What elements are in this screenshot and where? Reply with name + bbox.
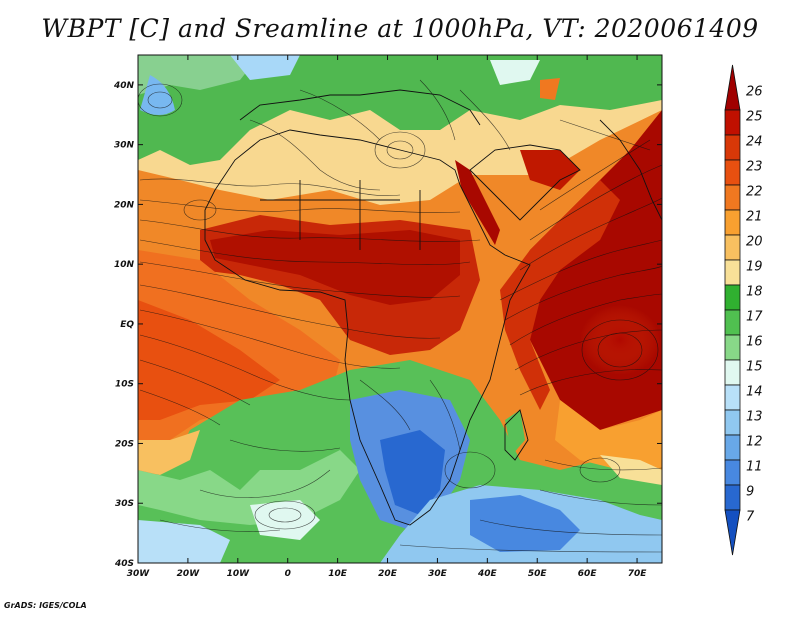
colorbar-label: 23 bbox=[746, 160, 763, 175]
lon-tick-label: 30E bbox=[428, 569, 448, 579]
colorbar-label: 18 bbox=[746, 285, 763, 300]
lon-tick-label: 30W bbox=[127, 569, 151, 579]
lon-tick-label: 50E bbox=[528, 569, 548, 579]
colorbar-segment bbox=[724, 409, 741, 436]
colorbar-segment bbox=[724, 259, 741, 286]
colorbar-label: 20 bbox=[746, 235, 763, 250]
lat-tick-label: 10N bbox=[114, 260, 135, 270]
colorbar-segment bbox=[724, 234, 741, 261]
colorbar-segment bbox=[724, 184, 741, 211]
colorbar-label: 7 bbox=[746, 510, 755, 525]
credit-text: GrADS: IGES/COLA bbox=[4, 601, 87, 610]
lat-tick-label: 10S bbox=[115, 380, 134, 390]
colorbar-cap-bottom bbox=[724, 509, 741, 556]
lon-tick-label: 70E bbox=[628, 569, 648, 579]
colorbar-segment bbox=[724, 484, 741, 511]
lon-tick-label: 20E bbox=[378, 569, 398, 579]
colorbar-segment bbox=[724, 209, 741, 236]
colorbar-label: 25 bbox=[746, 110, 763, 125]
colorbar-label: 9 bbox=[746, 485, 754, 500]
colorbar-segment bbox=[724, 434, 741, 461]
colorbar-segment bbox=[724, 359, 741, 386]
colorbar-label: 15 bbox=[746, 360, 763, 375]
colorbar: 26 25 24 23 22 21 20 19 18 17 16 15 14 13 12 11 9 7 bbox=[724, 64, 763, 556]
lat-axis: 40N 30N 20N 10N EQ 10S 20S 30S 40S bbox=[113, 81, 662, 569]
colorbar-label: 21 bbox=[746, 210, 763, 225]
lon-tick-label: 20W bbox=[177, 569, 201, 579]
lon-tick-label: 10W bbox=[227, 569, 251, 579]
streamlines bbox=[138, 79, 662, 553]
lon-tick-label: 10E bbox=[328, 569, 348, 579]
colorbar-segment bbox=[724, 384, 741, 411]
lat-tick-label: 30N bbox=[114, 141, 135, 151]
lon-tick-label: 60E bbox=[578, 569, 598, 579]
lat-tick-label: 20N bbox=[114, 200, 135, 210]
lon-tick-label: 40E bbox=[477, 569, 498, 579]
colorbar-segment bbox=[724, 309, 741, 336]
colorbar-label: 17 bbox=[746, 310, 763, 325]
colorbar-segment bbox=[724, 109, 741, 136]
colorbar-segment bbox=[724, 159, 741, 186]
lon-tick-label: 0 bbox=[285, 569, 291, 579]
lat-tick-label: 20S bbox=[115, 439, 134, 449]
colorbar-label: 26 bbox=[746, 85, 763, 100]
colorbar-label: 12 bbox=[746, 435, 763, 450]
plot-frame bbox=[137, 54, 663, 564]
colorbar-label: 11 bbox=[746, 460, 763, 475]
colorbar-segment bbox=[724, 459, 741, 486]
colorbar-label: 24 bbox=[746, 135, 763, 150]
colorbar-segment bbox=[724, 334, 741, 361]
wbpt-field bbox=[138, 55, 662, 563]
colorbar-cap-top bbox=[724, 64, 741, 111]
colorbar-label: 16 bbox=[746, 335, 763, 350]
lat-tick-label: 40S bbox=[114, 559, 134, 569]
colorbar-label: 19 bbox=[746, 260, 763, 275]
colorbar-label: 14 bbox=[746, 385, 763, 400]
lat-tick-label: EQ bbox=[120, 320, 134, 330]
colorbar-segment bbox=[724, 134, 741, 161]
colorbar-label: 13 bbox=[746, 410, 763, 425]
chart-title: WBPT [C] and Sreamline at 1000hPa, VT: 2… bbox=[41, 14, 759, 43]
coastlines bbox=[204, 89, 662, 526]
colorbar-segment bbox=[724, 284, 741, 311]
lat-tick-label: 30S bbox=[115, 499, 134, 509]
colorbar-label: 22 bbox=[746, 185, 763, 200]
lon-axis: 30W 20W 10W 0 10E 20E 30E 40E 50E 60E 70E bbox=[127, 55, 647, 579]
lat-tick-label: 40N bbox=[113, 81, 135, 91]
